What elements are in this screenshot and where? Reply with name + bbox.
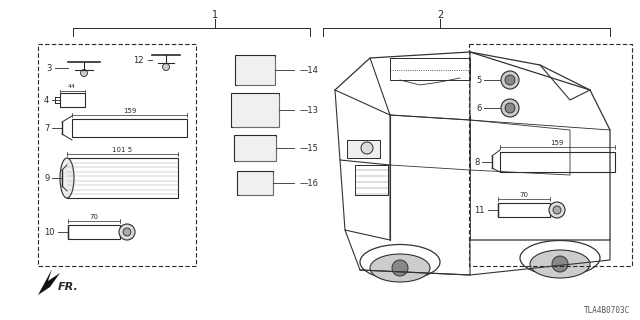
Text: —13: —13: [300, 106, 319, 115]
Text: 70: 70: [90, 214, 99, 220]
Polygon shape: [347, 140, 380, 158]
Circle shape: [361, 142, 373, 154]
Text: 3: 3: [46, 63, 51, 73]
Text: 159: 159: [124, 108, 137, 114]
Text: 12: 12: [133, 55, 143, 65]
Text: 9: 9: [44, 173, 49, 182]
Text: —14: —14: [300, 66, 319, 75]
Circle shape: [163, 63, 170, 70]
Text: 8: 8: [474, 157, 479, 166]
Polygon shape: [237, 171, 273, 195]
Ellipse shape: [520, 241, 600, 276]
Text: 10: 10: [44, 228, 54, 236]
Text: 70: 70: [520, 192, 529, 198]
Circle shape: [505, 103, 515, 113]
Circle shape: [505, 75, 515, 85]
Circle shape: [81, 69, 88, 76]
Text: —15: —15: [300, 143, 319, 153]
Ellipse shape: [360, 244, 440, 279]
Text: TLA4B0703C: TLA4B0703C: [584, 306, 630, 315]
Text: 11: 11: [474, 205, 484, 214]
Circle shape: [119, 224, 135, 240]
Ellipse shape: [60, 158, 74, 198]
Text: 4: 4: [44, 95, 49, 105]
Text: 44: 44: [68, 84, 76, 89]
Text: —16: —16: [300, 179, 319, 188]
Circle shape: [392, 260, 408, 276]
Text: 6: 6: [476, 103, 481, 113]
Text: FR.: FR.: [58, 282, 79, 292]
Polygon shape: [235, 55, 275, 85]
Text: 159: 159: [550, 140, 564, 146]
Polygon shape: [38, 269, 60, 295]
Circle shape: [123, 228, 131, 236]
Text: 7: 7: [44, 124, 49, 132]
Polygon shape: [234, 135, 276, 161]
Circle shape: [501, 99, 519, 117]
Text: 1: 1: [212, 10, 218, 20]
Circle shape: [553, 206, 561, 214]
Circle shape: [552, 256, 568, 272]
Text: 101 5: 101 5: [112, 147, 132, 153]
Ellipse shape: [530, 250, 590, 278]
Polygon shape: [231, 93, 279, 127]
Ellipse shape: [370, 254, 430, 282]
Text: 5: 5: [476, 76, 481, 84]
Circle shape: [501, 71, 519, 89]
Circle shape: [549, 202, 565, 218]
Text: 2: 2: [437, 10, 443, 20]
